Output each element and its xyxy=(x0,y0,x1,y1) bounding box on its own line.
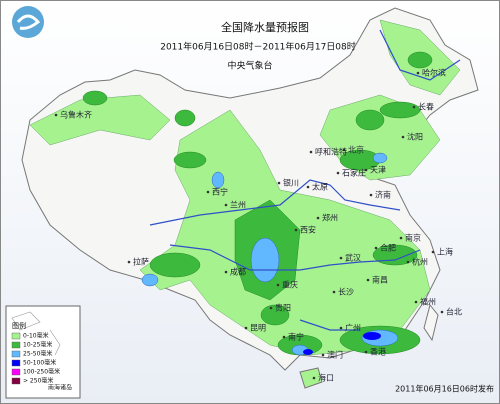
legend-label: 0-10毫米 xyxy=(23,332,49,340)
city-label: 广州 xyxy=(345,323,361,333)
city-label: 上海 xyxy=(437,247,453,257)
city-dot xyxy=(414,300,418,304)
city-label: 哈尔滨 xyxy=(422,68,446,78)
legend-box: 图例 0-10毫米10-25毫米25-50毫米50-100毫米100-250毫米… xyxy=(5,305,81,399)
city-label: 天津 xyxy=(370,165,386,175)
rain-25-50 xyxy=(141,152,399,356)
city-label: 南京 xyxy=(405,233,421,243)
legend-swatch xyxy=(11,359,21,367)
city-label: 南昌 xyxy=(372,275,388,285)
city-label: 银川 xyxy=(283,178,299,188)
city-dot xyxy=(276,283,280,287)
city-dot xyxy=(401,135,405,139)
city-label: 北京 xyxy=(348,145,364,155)
city-label: 澳门 xyxy=(327,350,343,360)
city-label: 兰州 xyxy=(230,200,246,210)
city-dot xyxy=(412,105,416,109)
city-label: 拉萨 xyxy=(133,257,149,267)
legend-swatch xyxy=(11,332,21,340)
city-dot xyxy=(399,236,403,240)
city-dot xyxy=(316,216,320,220)
city-dot xyxy=(306,185,310,189)
city-label: 呼和浩特 xyxy=(315,147,347,157)
city-label: 贵阳 xyxy=(275,303,291,313)
city-dot xyxy=(321,353,325,357)
city-dot xyxy=(282,335,286,339)
rain-50-100 xyxy=(303,332,381,355)
city-label: 长春 xyxy=(418,102,434,112)
city-label: 重庆 xyxy=(282,280,298,290)
city-dot xyxy=(54,113,58,117)
legend-swatch xyxy=(11,368,21,376)
city-label: 南宁 xyxy=(288,332,304,342)
city-label: 武汉 xyxy=(345,253,361,263)
city-label: 济南 xyxy=(375,190,391,200)
city-label: 昆明 xyxy=(250,324,266,333)
city-dot xyxy=(269,306,273,310)
issuer: 中央气象台 xyxy=(227,60,272,72)
city-dot xyxy=(342,148,346,152)
taiwan-island xyxy=(423,303,439,342)
hainan-island xyxy=(299,367,323,389)
city-label: 福州 xyxy=(420,298,436,307)
city-dot xyxy=(206,190,210,194)
city-label: 太原 xyxy=(312,182,328,192)
rivers xyxy=(149,29,461,331)
city-label: 沈阳 xyxy=(407,132,423,142)
city-dot xyxy=(332,290,336,294)
city-dot xyxy=(277,181,281,185)
legend-swatch xyxy=(11,377,21,385)
legend-swatch xyxy=(11,350,21,358)
city-dot xyxy=(312,376,316,380)
city-dot xyxy=(406,260,410,264)
legend-label: 100-250毫米 xyxy=(23,368,60,376)
city-dot xyxy=(224,270,228,274)
period: 2011年06月16日08时－2011年06月17日08时 xyxy=(160,41,356,53)
city-label: 台北 xyxy=(446,307,462,317)
city-dot xyxy=(244,326,248,330)
city-label: 海口 xyxy=(318,373,334,383)
city-dot xyxy=(440,310,444,314)
legend-title: 图例 xyxy=(12,321,26,330)
city-dot xyxy=(309,150,313,154)
city-dot xyxy=(366,278,370,282)
city-label: 杭州 xyxy=(412,257,428,267)
city-dot xyxy=(374,246,378,250)
city-dot xyxy=(224,203,228,207)
city-label: 石家庄 xyxy=(342,168,366,178)
title: 全国降水量预报图 xyxy=(221,20,309,34)
city-dot xyxy=(294,228,298,232)
logo xyxy=(12,6,44,38)
legend-label: 25-50毫米 xyxy=(23,350,52,358)
city-label: 乌鲁木齐 xyxy=(60,110,92,120)
city-dot xyxy=(364,350,368,354)
city-dot xyxy=(127,260,131,264)
city-label: 西安 xyxy=(300,225,316,235)
inset-label: 南海诸岛 xyxy=(48,384,72,392)
city-label: 香港 xyxy=(370,347,386,357)
city-dot xyxy=(431,250,435,254)
city-label: 郑州 xyxy=(322,213,338,223)
city-dot xyxy=(339,326,343,330)
city-label: 西宁 xyxy=(212,187,228,197)
legend-label: 10-25毫米 xyxy=(23,341,52,349)
city-label: 合肥 xyxy=(380,243,396,253)
city-dot xyxy=(336,171,340,175)
city-dot xyxy=(369,193,373,197)
city-label: 长沙 xyxy=(338,287,354,297)
legend-label: > 250毫米 xyxy=(23,377,53,385)
legend-label: 50-100毫米 xyxy=(23,359,56,367)
legend-swatch xyxy=(11,341,21,349)
city-label: 成都 xyxy=(230,267,246,277)
city-dot xyxy=(364,168,368,172)
footer: 2011年06月16日06时发布 xyxy=(395,384,494,394)
city-dot xyxy=(416,71,420,75)
city-dot xyxy=(339,256,343,260)
